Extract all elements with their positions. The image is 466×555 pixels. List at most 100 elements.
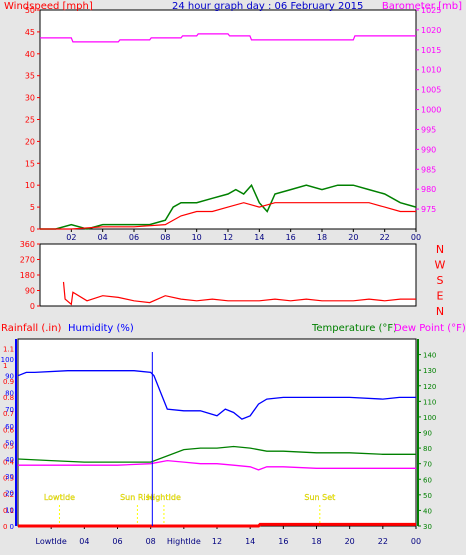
annotation-label: LowtIde <box>44 493 75 502</box>
humidity-tick-label: 0 <box>10 523 14 531</box>
windspeed-tick-label: 25 <box>25 116 35 125</box>
humidity-axis-label: Humidity (%) <box>68 323 134 334</box>
barometer-tick-label: 985 <box>421 165 436 174</box>
rainfall-line <box>18 522 416 528</box>
x-tick-label: 02 <box>66 233 76 242</box>
panel2-series <box>62 281 416 306</box>
temperature-tick-label: 130 <box>423 367 436 375</box>
x-tick-label: 18 <box>317 233 327 242</box>
barometer-tick-label: 990 <box>421 145 436 154</box>
rainfall-tick-label: 0.5 <box>3 442 14 450</box>
temp-plot-area <box>17 338 417 527</box>
temperature-tick-label: 110 <box>423 398 436 406</box>
x-tick-label: 22 <box>378 537 388 546</box>
humidity-tick-label: 10 <box>5 506 14 514</box>
wind-plot-area <box>39 9 417 230</box>
direction-tick-label: 270 <box>20 256 35 265</box>
x-tick-label: 22 <box>380 233 390 242</box>
x-tick-label: 14 <box>254 233 264 242</box>
direction-tick-label: 360 <box>20 240 35 249</box>
rainfall-tick-label: 0.3 <box>3 475 14 483</box>
humidity-tick-label: 30 <box>5 473 14 481</box>
windspeed-tick-label: 40 <box>25 50 35 59</box>
humidity-tick-label: 100 <box>1 356 14 364</box>
rainfall-tick-label: 1.1 <box>3 346 14 354</box>
rainfall-tick-label: 0 <box>3 523 7 531</box>
rainfall-tick-label: 0.7 <box>3 410 14 418</box>
rainfall-tick-label: 0.9 <box>3 378 14 386</box>
windspeed-tick-label: 0 <box>30 225 35 234</box>
humidity-tick-label: 90 <box>5 373 14 381</box>
direction-plot-area <box>39 243 417 307</box>
direction-ticks: 0 90 180 270 360 <box>20 240 40 311</box>
wind-barometer-panel: Windspeed [mph] 24 hour graph day : 06 F… <box>4 1 462 242</box>
temperature-tick-label: 90 <box>423 430 432 438</box>
rainfall-tick-label: 0.6 <box>3 426 15 434</box>
temperature-humidity-panel: Rainfall (.in) Humidity (%) Temperature … <box>1 323 466 546</box>
x-tick-label: 20 <box>345 537 355 546</box>
barometer-tick-label: 995 <box>421 125 436 134</box>
temperature-tick-label: 30 <box>423 523 432 531</box>
x-tick-label: 16 <box>278 537 288 546</box>
x-tick-label: 04 <box>79 537 89 546</box>
barometer-tick-label: 1025 <box>421 6 441 15</box>
x-tick-label: 08 <box>160 233 170 242</box>
x-tick-label: 12 <box>212 537 222 546</box>
compass-label: E <box>437 290 444 303</box>
humidity-tick-label: 50 <box>5 440 14 448</box>
rainfall-tick-label: 1 <box>3 362 7 370</box>
wind-average-line <box>40 202 416 230</box>
windspeed-tick-label: 20 <box>25 137 35 146</box>
temperature-tick-label: 40 <box>423 507 432 515</box>
direction-tick-label: 90 <box>25 287 35 296</box>
panel3-x-ticks: LowtIde 04 06 08 HightIde 12 14 16 18 20 22 00 <box>36 526 421 546</box>
windspeed-tick-label: 35 <box>25 72 35 81</box>
barometer-tick-label: 1010 <box>421 66 441 75</box>
dewpoint-axis-label: Dew Point (°F) <box>394 323 466 334</box>
compass-label: W <box>435 259 446 272</box>
windspeed-tick-label: 10 <box>25 181 35 190</box>
panel1-x-ticks: 02 04 06 08 10 12 14 16 18 20 22 00 <box>66 229 421 242</box>
x-tick-label: 14 <box>245 537 255 546</box>
humidity-tick-label: 40 <box>5 456 14 464</box>
compass-label: N <box>436 243 444 256</box>
x-tick-label: 10 <box>192 233 202 242</box>
x-tick-label: 08 <box>146 537 156 546</box>
temperature-tick-label: 60 <box>423 476 432 484</box>
annotation-label: Sun Set <box>304 493 335 502</box>
x-tick-label: 06 <box>112 537 122 546</box>
humidity-line <box>17 370 416 420</box>
annotation-label: HightIde <box>147 493 181 502</box>
dew-point-line <box>18 459 416 471</box>
barometer-ticks: 975 980 985 990 995 1000 1005 1010 1015 1020 1025 <box>416 6 441 214</box>
windspeed-tick-label: 15 <box>25 159 35 168</box>
rainfall-tick-label: 0.8 <box>3 394 14 402</box>
compass-label: N <box>436 305 444 318</box>
windspeed-tick-label: 30 <box>25 94 35 103</box>
x-tick-label: 16 <box>286 233 296 242</box>
temperature-ticks: 30 40 50 60 70 80 90 100 110 120 130 140 <box>418 352 436 531</box>
barometer-tick-label: 1000 <box>421 106 441 115</box>
temperature-axis-label: Temperature (°F) <box>311 323 397 334</box>
windspeed-ticks: 0 5 10 15 20 25 30 35 40 45 50 <box>25 6 40 234</box>
chart-title: 24 hour graph day : 06 February 2015 <box>172 1 363 12</box>
x-tick-label: HightIde <box>167 537 201 546</box>
rainfall-tick-label: 0.2 <box>3 491 14 499</box>
x-tick-label: 00 <box>411 537 421 546</box>
x-tick-label: 12 <box>223 233 233 242</box>
temperature-tick-label: 100 <box>423 414 436 422</box>
windspeed-tick-label: 5 <box>30 203 35 212</box>
humidity-tick-label: 20 <box>5 490 14 498</box>
temperature-tick-label: 70 <box>423 461 432 469</box>
barometer-tick-label: 1015 <box>421 46 441 55</box>
windspeed-tick-label: 50 <box>25 6 35 15</box>
direction-tick-label: 0 <box>30 302 35 311</box>
wind-gust-line <box>40 183 417 230</box>
barometer-line <box>40 33 416 43</box>
humidity-tick-label: 70 <box>5 406 14 414</box>
panel3-series <box>17 352 416 528</box>
